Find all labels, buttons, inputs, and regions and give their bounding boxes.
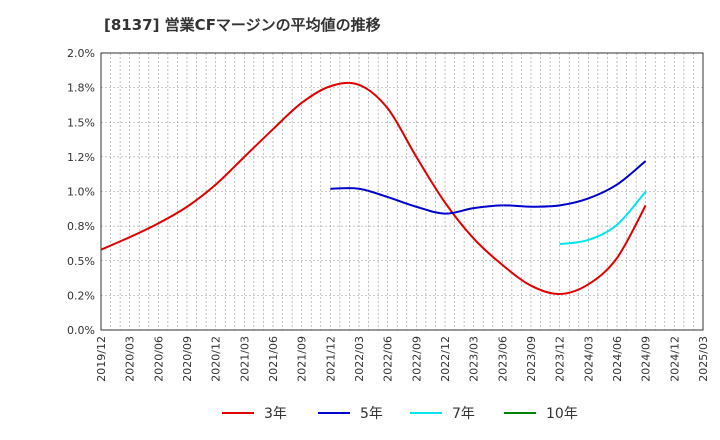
- x-tick-label: 2022/03: [353, 336, 366, 382]
- x-tick-label: 2021/09: [296, 336, 309, 382]
- legend-label: 3年: [264, 406, 287, 422]
- x-tick-label: 2021/12: [324, 336, 337, 382]
- y-tick-label: 1.8%: [67, 82, 95, 95]
- legend-label: 10年: [546, 406, 578, 422]
- x-tick-label: 2022/06: [382, 336, 395, 382]
- x-tick-label: 2022/09: [410, 336, 423, 382]
- x-tick-label: 2024/03: [582, 336, 595, 382]
- series-line-5年: [330, 160, 647, 215]
- y-tick-label: 2.0%: [67, 47, 95, 60]
- x-tick-label: 2021/03: [238, 336, 251, 382]
- x-tick-label: 2020/12: [210, 336, 223, 382]
- x-tick-label: 2019/12: [95, 336, 108, 382]
- plot-frame: [100, 52, 704, 331]
- series-line-7年: [559, 190, 647, 246]
- y-tick-label: 1.5%: [67, 116, 95, 129]
- x-tick-label: 2024/12: [668, 336, 681, 382]
- x-tick-label: 2023/12: [554, 336, 567, 382]
- y-tick-label: 1.0%: [67, 186, 95, 199]
- grid: [101, 52, 703, 331]
- chart-title: [8137] 営業CFマージンの平均値の推移: [104, 16, 381, 34]
- series-lines: [100, 81, 647, 295]
- x-tick-label: 2023/09: [525, 336, 538, 382]
- x-tick-label: 2023/06: [496, 336, 509, 382]
- y-tick-label: 0.8%: [67, 220, 95, 233]
- legend-label: 5年: [360, 406, 383, 422]
- series-line-3年: [100, 81, 647, 295]
- x-tick-label: 2025/03: [697, 336, 710, 382]
- y-tick-label: 0.0%: [67, 324, 95, 337]
- x-tick-label: 2023/03: [468, 336, 481, 382]
- x-tick-label: 2021/06: [267, 336, 280, 382]
- y-axis: 0.0% 0.2% 0.5% 0.8% 1.0% 1.2% 1.5% 1.8% 2.0%: [67, 47, 95, 337]
- x-tick-label: 2020/09: [181, 336, 194, 382]
- legend: 3年 5年 7年 10年: [222, 406, 578, 422]
- x-tick-label: 2024/09: [640, 336, 653, 382]
- x-tick-label: 2020/03: [124, 336, 137, 382]
- x-tick-label: 2022/12: [439, 336, 452, 382]
- x-tick-label: 2024/06: [611, 336, 624, 382]
- y-tick-label: 1.2%: [67, 151, 95, 164]
- x-tick-label: 2020/06: [152, 336, 165, 382]
- y-tick-label: 0.2%: [67, 289, 95, 302]
- legend-label: 7年: [452, 406, 475, 422]
- y-tick-label: 0.5%: [67, 255, 95, 268]
- x-axis: 2019/12 2020/03 2020/06 2020/09 2020/12 2021/…: [95, 336, 710, 382]
